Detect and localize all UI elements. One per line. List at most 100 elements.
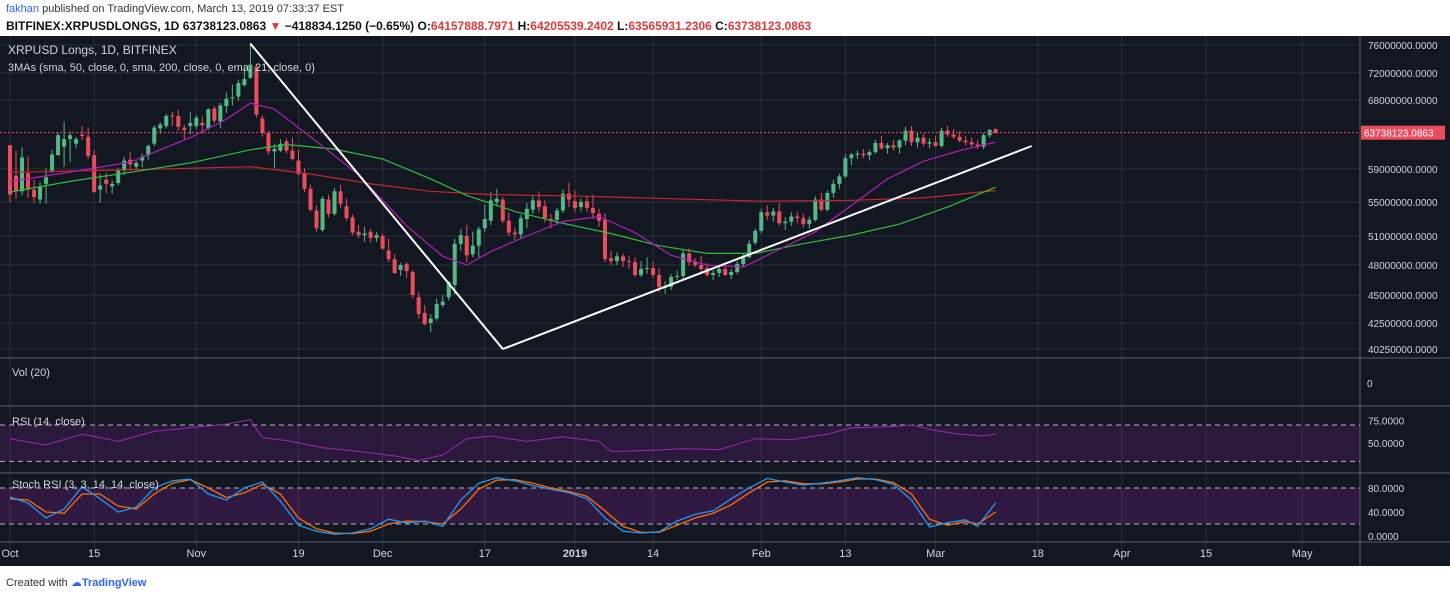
candle-body [855,153,860,155]
candle-body [500,199,505,221]
candle-body [182,127,187,130]
candle-body [266,132,271,152]
candle-body [560,193,565,211]
author-link[interactable]: fakhan [6,3,40,15]
candle-body [993,129,998,133]
candle-body [56,135,61,156]
candle-body [566,193,571,200]
candle-body [506,220,511,233]
footer: Created with ☁TradingView [6,576,146,589]
candle-body [206,109,211,129]
low-label: L: [617,19,629,33]
time-tick-label: 18 [1032,548,1044,560]
rsi-tick-label: 75.0000 [1368,417,1405,428]
candle-body [212,108,217,121]
candle-body [801,218,806,225]
candle-body [230,97,235,99]
candle-body [314,210,319,229]
candle-body [170,115,175,117]
sma200-line [9,166,996,202]
time-tick-label: Feb [752,548,771,560]
candle-body [224,98,229,107]
candle-body [14,175,19,191]
created-with-text: Created with [6,577,68,589]
change-arrow: ▼ [269,19,282,33]
time-tick-label: 2019 [563,548,587,560]
candle-body [416,297,421,315]
rsi-line [9,419,996,462]
candle-body [861,153,866,156]
axes: 76000000.0000 72000000.0000 68000000.0000 5… [1,41,1445,560]
candle-body [518,218,523,235]
candle-body [398,265,403,270]
candle-body [687,253,692,263]
candle-body [903,130,908,141]
candle-body [657,275,662,287]
candle-body [951,134,956,137]
candle-body [50,154,55,171]
candle-body [272,149,277,152]
candle-body [494,198,499,202]
stoch-tick-label: 0.0000 [1368,532,1399,543]
candle-body [963,140,968,143]
candle-body [254,66,259,115]
pane-frames [0,36,1450,566]
candle-body [669,277,674,287]
price-tick-label: 51000000.0000 [1368,232,1438,243]
candle-body [176,116,181,127]
candle-body [584,201,589,208]
candle-body [831,183,836,193]
candle-body [296,160,301,174]
candle-body [596,213,601,221]
candle-body [98,185,103,190]
candle-body [915,137,920,143]
candle-body [86,136,91,156]
candle-body [699,265,704,269]
candle-body [284,141,289,151]
candle-body [873,142,878,153]
candle-body [693,262,698,265]
sma50-line [9,143,996,254]
candle-body [194,117,199,127]
chart-background [0,36,1450,566]
price-chart[interactable]: 76000000.0000 72000000.0000 68000000.0000 5… [0,36,1450,566]
candle-body [446,282,451,298]
candle-body [819,199,824,210]
time-tick-label: 15 [88,548,100,560]
candle-body [158,124,163,129]
candle-body [747,243,752,258]
candle-body [945,130,950,135]
price-tick-label: 48000000.0000 [1368,261,1438,272]
candle-body [350,217,355,233]
candle-body [218,105,223,122]
high-label: H: [517,19,531,33]
candle-body [290,150,295,160]
candle-body [825,192,830,210]
candle-body [927,142,932,144]
candle-body [470,245,475,255]
trendline [249,42,504,350]
candle-body [368,231,373,238]
indicator-lines [9,419,997,535]
candle-body [242,79,247,86]
trendlines [0,42,1360,350]
tradingview-brand[interactable]: TradingView [81,577,147,589]
price-tag-label: 63738123.0863 [1364,129,1434,140]
candle-body [645,268,650,269]
candle-body [735,264,740,272]
tradingview-logo-icon: ☁ [70,577,82,589]
candle-body [717,269,722,273]
candle-body [530,200,535,210]
candle-body [512,232,517,235]
trendline [502,145,1033,350]
candle-body [308,188,313,210]
candle-body [32,189,37,198]
price-tick-label: 72000000.0000 [1368,69,1438,80]
time-tick-label: 13 [839,548,851,560]
candle-body [44,177,49,184]
published-text: published on TradingView.com, March 13, … [42,3,344,15]
candle-body [536,200,541,208]
candle-body [278,143,283,151]
price-tick-label: 68000000.0000 [1368,96,1438,107]
stoch-band [0,488,1360,524]
